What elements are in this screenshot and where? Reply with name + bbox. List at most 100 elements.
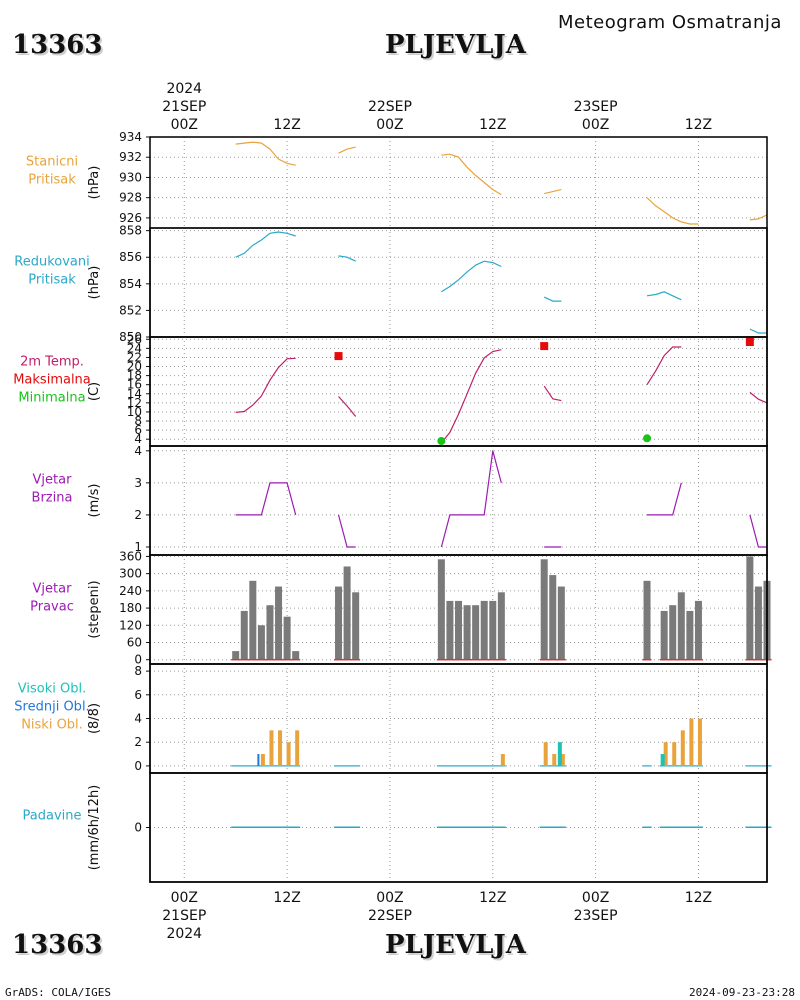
precipitation-bar — [454, 826, 463, 828]
y-tick-label: 6 — [134, 423, 142, 437]
series-line-temperature — [440, 349, 502, 444]
wind-direction-bar — [352, 592, 360, 660]
wind-direction-bar — [275, 586, 283, 660]
cloud-bar-niskiobl — [697, 718, 702, 766]
y-tick-label: 20 — [127, 360, 142, 374]
series-line-temperature — [646, 346, 682, 386]
y-tick-label: 2 — [134, 735, 142, 749]
y-tick-label: 300 — [119, 567, 142, 581]
wind-direction-bar — [540, 559, 548, 660]
panel-unit-label: (hPa) — [87, 166, 102, 200]
station-name-top: PLJEVLJA — [385, 30, 526, 60]
wind-direction-bar — [343, 566, 351, 660]
year-label-top: 2024 — [166, 81, 202, 97]
precipitation-bar — [351, 826, 361, 828]
precipitation-bar — [548, 826, 558, 828]
series-line-wind-speed — [440, 450, 502, 548]
y-tick-label: 852 — [119, 303, 142, 317]
day-label-bottom: 23SEP — [574, 908, 618, 924]
wind-direction-bar — [437, 559, 445, 660]
precipitation-bar — [693, 826, 703, 828]
y-tick-label: 6 — [134, 688, 142, 702]
max-temp-marker — [540, 342, 549, 351]
y-tick-label: 0 — [134, 759, 142, 773]
panel-label: Pravac — [30, 600, 74, 615]
precipitation-bar — [462, 826, 472, 828]
time-tick-label-bottom: 12Z — [685, 890, 712, 906]
wind-direction-bar — [446, 600, 454, 660]
cloud-bar-niskiobl — [689, 718, 694, 766]
precipitation-bar — [676, 826, 686, 828]
wind-direction-bar — [480, 600, 488, 660]
panel-label: Srednji Obl. — [14, 700, 89, 715]
wind-direction-bar — [746, 556, 754, 660]
precipitation-bar — [479, 826, 489, 828]
y-tick-label: 854 — [119, 277, 142, 291]
wind-direction-bar — [557, 586, 565, 660]
wind-direction-bar — [266, 605, 274, 660]
time-tick-label-bottom: 00Z — [171, 890, 198, 906]
wind-direction-bar — [472, 605, 480, 660]
panel-label: Redukovani — [14, 255, 89, 270]
series-line-station-pressure — [749, 214, 768, 221]
time-tick-label-top: 00Z — [171, 117, 198, 133]
precipitation-bar — [496, 826, 506, 828]
precipitation-bar — [556, 826, 566, 828]
precipitation-bar — [745, 826, 755, 828]
y-tick-label: 8 — [134, 664, 142, 678]
panel-unit-label: (mm/6h/12h) — [87, 785, 102, 871]
series-line-station-pressure — [235, 141, 296, 166]
series-line-station-pressure — [338, 146, 356, 154]
precipitation-bar — [539, 826, 549, 828]
y-tick-label: 930 — [119, 170, 142, 184]
precipitation-bar — [231, 826, 241, 828]
y-tick-label: 4 — [134, 712, 142, 726]
meteogram-title: Meteogram Osmatranja — [558, 12, 782, 33]
y-tick-label: 360 — [119, 549, 142, 563]
wind-direction-bar — [463, 605, 471, 660]
wind-direction-bar — [694, 600, 702, 660]
time-tick-label-top: 12Z — [479, 117, 506, 133]
y-tick-label: 932 — [119, 150, 142, 164]
station-id-top: 13363 — [12, 30, 103, 60]
y-tick-label: 928 — [119, 191, 142, 205]
y-tick-label: 240 — [119, 584, 142, 598]
precipitation-bar — [342, 826, 352, 828]
wind-direction-bar — [335, 586, 343, 660]
wind-direction-bar — [455, 600, 462, 660]
series-line-reduced-pressure — [543, 296, 562, 302]
precipitation-bar — [248, 826, 258, 828]
precipitation-bar — [256, 826, 266, 828]
series-line-temperature — [543, 385, 562, 402]
panel-label: Brzina — [32, 491, 73, 506]
precipitation-bar — [239, 826, 249, 828]
min-temp-marker — [643, 434, 652, 443]
y-tick-label: 10 — [127, 405, 142, 419]
time-tick-label-top: 12Z — [685, 117, 712, 133]
cloud-bar-niskiobl — [278, 730, 283, 766]
wind-direction-bar — [549, 575, 557, 660]
y-tick-label: 8 — [134, 414, 142, 428]
wind-direction-bar — [292, 651, 300, 660]
wind-direction-bar — [240, 610, 248, 660]
panel-label: Padavine — [23, 809, 82, 824]
precipitation-bar — [488, 826, 498, 828]
cloud-bar-visokiobl — [660, 754, 665, 766]
precipitation-bar — [685, 826, 695, 828]
panel-label: Vjetar — [33, 582, 73, 597]
y-tick-label: 2 — [134, 508, 142, 522]
footer-credit: GrADS: COLA/IGES — [5, 986, 111, 999]
day-label-top: 21SEP — [162, 99, 206, 115]
panel-frame-wind-speed — [149, 445, 768, 556]
cloud-bar-niskiobl — [295, 730, 300, 766]
wind-direction-bar — [283, 616, 291, 660]
wind-direction-bar — [660, 610, 668, 660]
y-tick-label: 26 — [127, 332, 142, 346]
panel-label: Vjetar — [33, 473, 73, 488]
y-tick-label: 0 — [134, 821, 142, 835]
cloud-bar-niskiobl — [672, 742, 677, 766]
series-line-temperature — [338, 396, 357, 417]
plot-frame — [149, 136, 768, 883]
y-tick-label: 4 — [134, 432, 142, 446]
